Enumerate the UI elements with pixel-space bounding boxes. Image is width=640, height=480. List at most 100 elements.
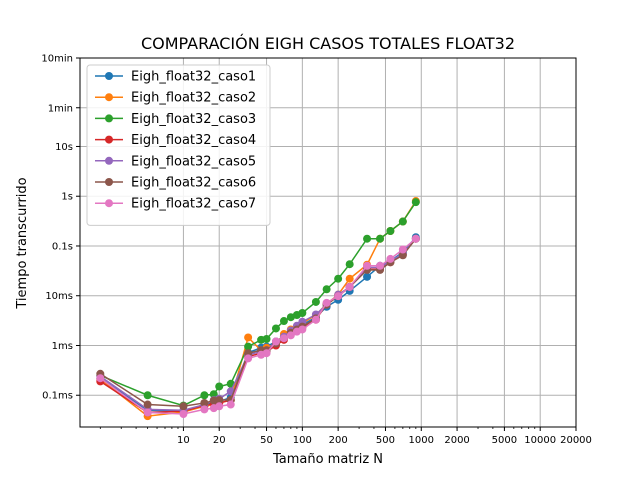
series-3 [96,198,420,410]
data-point [215,402,224,411]
legend-marker [105,199,113,208]
data-point [345,274,354,283]
plot-frame [79,57,577,428]
data-point [411,198,420,207]
data-point [200,391,209,400]
data-point [322,285,331,294]
legend-marker [105,114,113,123]
y-axis: 0.1ms 1ms 10ms 0.1s 1s 10s 1min 10min [41,54,80,402]
data-point [279,317,288,326]
x-tick-label: 5000 [492,435,517,446]
data-point [143,408,152,417]
legend-label: Eigh_float32_caso1 [131,70,256,85]
data-point [286,331,295,340]
data-point [311,315,320,324]
data-point [200,398,209,407]
data-point [244,342,253,351]
x-tick-label: 50 [260,435,273,446]
legend-label: Eigh_float32_caso6 [131,176,256,191]
data-point [200,405,209,414]
data-point [322,298,331,307]
y-tick-label: 1s [61,192,73,203]
y-tick-label: 0.1s [52,241,73,252]
data-point [215,382,224,391]
y-tick-label: 0.1ms [42,391,73,402]
data-point [215,396,224,405]
x-tick-label: 500 [376,435,395,446]
data-point [244,354,253,363]
legend-label: Eigh_float32_caso5 [131,154,256,169]
data-point [334,274,343,283]
legend-marker [105,135,113,144]
data-point [143,391,152,400]
data-point [398,217,407,226]
series-7 [96,234,420,418]
legend-marker [105,93,113,102]
x-tick-label: 200 [329,435,348,446]
legend-item: Eigh_float32_caso3 [95,112,256,127]
data-point [311,297,320,306]
legend-marker [105,156,113,165]
x-axis: 10 20 50 100 200 500 1000 2000 5000 10000 20000 [99,427,592,446]
data-point [262,349,271,358]
data-point [363,234,372,243]
x-tick-label: 10 [177,435,190,446]
data-point [143,400,152,409]
data-point [271,324,280,333]
data-point [262,335,271,344]
legend-label: Eigh_float32_caso4 [131,133,256,148]
data-point [376,261,385,270]
legend-label: Eigh_float32_caso2 [131,91,256,106]
series-layer [96,197,420,421]
x-tick-label: 2000 [444,435,469,446]
data-point [209,390,218,399]
y-axis-label: Tiempo transcurrido [15,177,30,309]
y-tick-label: 10min [41,54,73,65]
data-point [363,272,372,281]
legend-item: Eigh_float32_caso5 [95,154,256,169]
data-point [386,227,395,236]
legend-item: Eigh_float32_caso2 [95,91,256,106]
data-point [279,334,288,343]
legend-item: Eigh_float32_caso7 [95,197,256,212]
x-tick-label: 20000 [560,435,592,446]
legend: Eigh_float32_caso1 Eigh_float32_caso2 Eigh… [86,64,271,226]
data-point [398,251,407,260]
x-axis-label: Tamaño matriz N [272,452,383,467]
data-point [345,260,354,269]
y-tick-label: 10s [55,142,73,153]
data-point [179,402,188,411]
data-point [244,333,253,342]
legend-marker [105,178,113,186]
chart-title: COMPARACIÓN EIGH CASOS TOTALES FLOAT32 [141,34,515,53]
data-point [363,261,372,270]
legend-label: Eigh_float32_caso3 [131,112,256,127]
data-point [398,245,407,254]
data-point [411,234,420,243]
data-point [334,292,343,301]
y-tick-label: 1min [48,103,73,114]
data-point [226,400,235,409]
x-tick-label: 10000 [524,435,556,446]
x-tick-label: 20 [213,435,226,446]
y-tick-label: 10ms [45,291,73,302]
data-point [179,409,188,418]
x-tick-label: 100 [293,435,312,446]
data-point [386,254,395,263]
legend-label: Eigh_float32_caso7 [131,197,256,212]
data-point [96,374,105,383]
y-tick-label: 1ms [52,341,73,352]
x-tick-label: 1000 [409,435,434,446]
legend-frame [86,64,271,226]
data-point [298,325,307,334]
legend-item: Eigh_float32_caso4 [95,133,256,148]
legend-item: Eigh_float32_caso6 [95,176,256,191]
legend-item: Eigh_float32_caso1 [95,70,256,85]
data-point [298,308,307,317]
legend-marker [105,72,113,80]
data-point [286,313,295,322]
data-point [271,337,280,346]
data-point [376,234,385,243]
data-point [345,282,354,291]
